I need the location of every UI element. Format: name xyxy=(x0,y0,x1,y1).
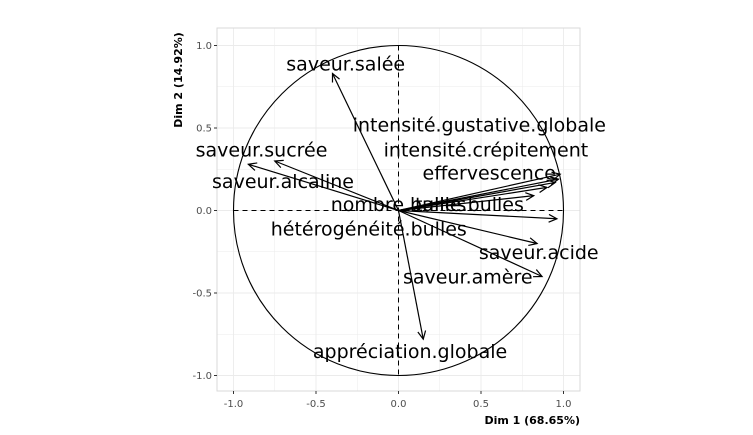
variable-arrow xyxy=(398,184,549,212)
arrow-shaft xyxy=(398,209,557,220)
y-tick-label: -1.0 xyxy=(192,371,212,382)
variable-arrow xyxy=(331,72,400,211)
arrow-shaft xyxy=(398,209,543,278)
y-tick-label: 1.0 xyxy=(196,41,212,52)
variable-arrow xyxy=(397,210,427,341)
arrow-head xyxy=(528,237,539,247)
variable-label: saveur.alcaline xyxy=(212,171,354,193)
axis-ticks: -1.0 -0.5 0.0 0.5 1.0 1.0 0.5 0.0 -0.5 -1.0 xyxy=(192,41,571,410)
variable-label: intensité.gustative.globale xyxy=(353,115,606,137)
variable-label: taille.bulles xyxy=(415,194,524,216)
x-tick-label: -0.5 xyxy=(306,399,326,410)
variable-label: intensité.crépitement xyxy=(384,139,589,161)
variable-label: saveur.amère xyxy=(403,267,533,289)
y-tick-label: -0.5 xyxy=(192,289,212,300)
variable-arrows xyxy=(247,72,562,341)
x-tick-label: 0.5 xyxy=(473,399,489,410)
arrow-head xyxy=(417,330,427,341)
variable-arrow xyxy=(398,209,559,223)
arrow-shaft xyxy=(398,173,561,212)
variable-label: saveur.sucrée xyxy=(196,139,328,161)
variable-labels: saveur.salée intensité.gustative.globale s… xyxy=(196,54,606,363)
arrow-shaft xyxy=(274,160,399,212)
arrow-shaft xyxy=(397,210,424,340)
x-tick-label: 1.0 xyxy=(556,399,572,410)
variable-label: appréciation.globale xyxy=(313,341,507,363)
variable-arrow xyxy=(398,192,536,212)
variable-label: saveur.acide xyxy=(479,242,599,264)
arrow-head xyxy=(525,192,536,201)
x-tick-label: -1.0 xyxy=(224,399,244,410)
y-axis-title: Dim 2 (14.92%) xyxy=(172,32,185,128)
variable-arrow xyxy=(398,209,544,278)
arrow-head xyxy=(331,72,340,83)
variable-arrow xyxy=(398,179,557,212)
arrow-shaft xyxy=(398,186,548,212)
arrow-head xyxy=(247,162,258,171)
arrow-head xyxy=(273,159,284,169)
arrow-shaft xyxy=(398,195,534,212)
variable-arrow xyxy=(247,162,399,212)
x-axis-title: Dim 1 (68.65%) xyxy=(484,414,580,427)
variable-label: effervescence xyxy=(423,163,556,185)
arrow-head xyxy=(538,184,549,194)
variable-arrow xyxy=(398,209,539,247)
arrow-head xyxy=(533,269,544,278)
y-tick-label: 0.0 xyxy=(196,206,212,217)
arrow-shaft xyxy=(398,181,556,212)
variable-arrow xyxy=(273,159,399,212)
variable-label: saveur.salée xyxy=(286,54,405,76)
x-tick-label: 0.0 xyxy=(391,399,407,410)
arrow-shaft xyxy=(248,163,399,212)
arrow-head xyxy=(548,213,559,223)
arrow-shaft xyxy=(398,209,538,245)
arrow-head xyxy=(546,179,557,189)
y-tick-label: 0.5 xyxy=(196,124,212,135)
arrow-shaft xyxy=(331,73,400,211)
variable-label: hétérogénéité.bulles xyxy=(271,219,467,241)
variable-label: nombre.bulles xyxy=(331,194,467,216)
